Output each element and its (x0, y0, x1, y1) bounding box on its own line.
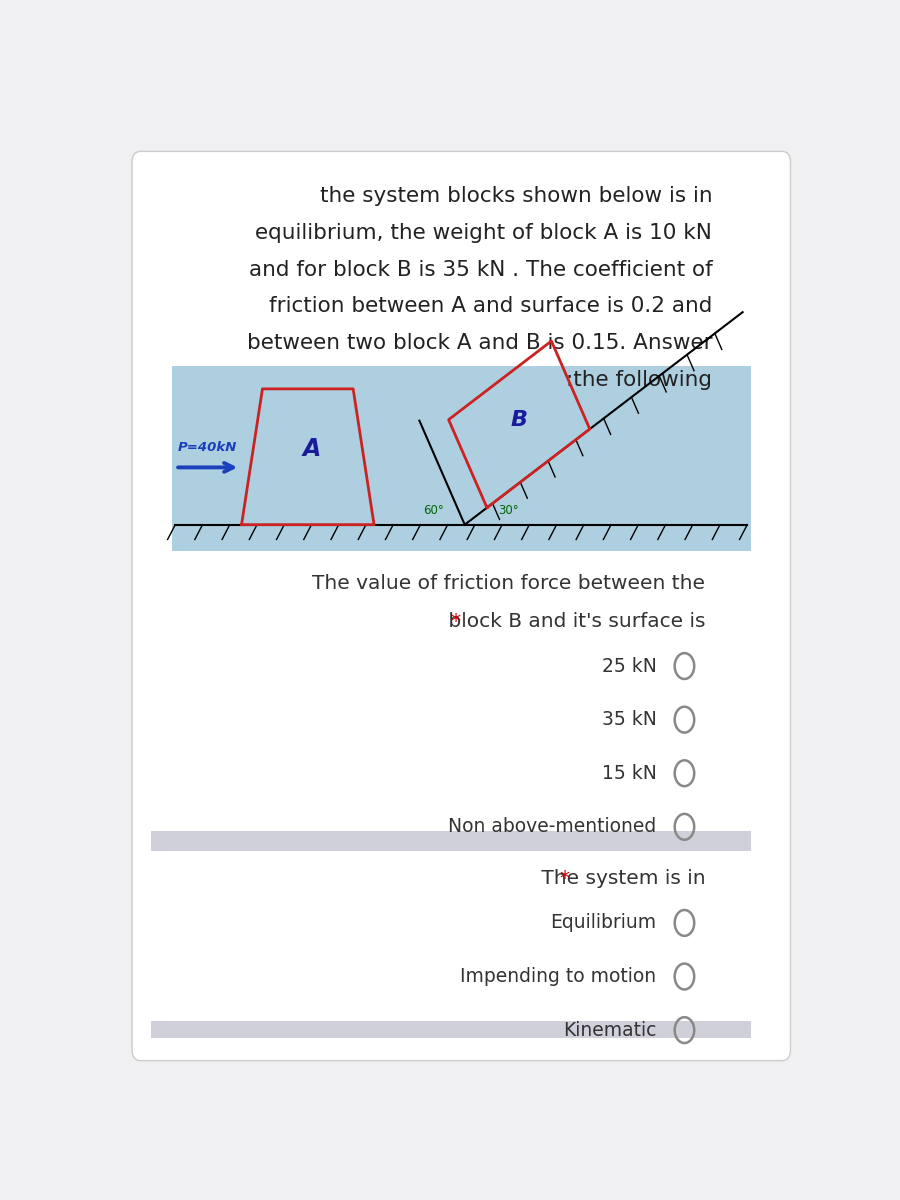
Text: Equilibrium: Equilibrium (551, 913, 657, 932)
Text: Impending to motion: Impending to motion (461, 967, 657, 986)
Text: Kinematic: Kinematic (563, 1021, 657, 1039)
Text: A: A (302, 437, 320, 461)
Text: *: * (451, 612, 461, 631)
Text: 25 kN: 25 kN (602, 656, 657, 676)
Text: B: B (510, 409, 527, 430)
Bar (172, 366, 751, 551)
Text: *: * (559, 869, 569, 888)
Text: :the following: :the following (566, 371, 713, 390)
FancyBboxPatch shape (132, 151, 790, 1061)
Text: 60°: 60° (423, 504, 444, 516)
Text: friction between A and surface is 0.2 and: friction between A and surface is 0.2 an… (269, 296, 713, 317)
Bar (151, 1021, 751, 1038)
Text: 30°: 30° (499, 504, 518, 516)
Text: 35 kN: 35 kN (602, 710, 657, 730)
Text: P=40kN: P=40kN (177, 440, 237, 454)
Bar (151, 830, 751, 851)
Text: the system blocks shown below is in: the system blocks shown below is in (320, 186, 713, 205)
Text: between two block A and B is 0.15. Answer: between two block A and B is 0.15. Answe… (247, 334, 713, 354)
Text: 15 kN: 15 kN (602, 763, 657, 782)
Text: The value of friction force between the: The value of friction force between the (312, 574, 706, 593)
Text: and for block B is 35 kN . The coefficient of: and for block B is 35 kN . The coefficie… (248, 259, 713, 280)
Text: The system is in: The system is in (535, 869, 706, 888)
Text: block B and it's surface is: block B and it's surface is (442, 612, 706, 631)
Text: Non above-mentioned: Non above-mentioned (448, 817, 657, 836)
Text: equilibrium, the weight of block A is 10 kN: equilibrium, the weight of block A is 10… (256, 222, 713, 242)
